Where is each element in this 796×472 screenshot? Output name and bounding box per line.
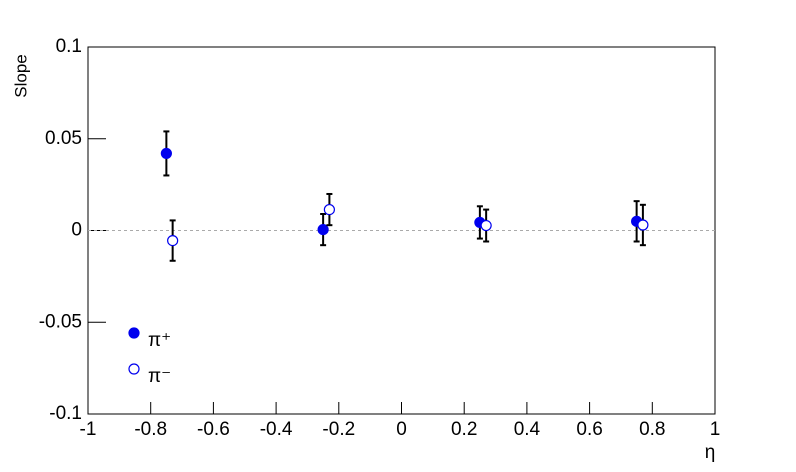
x-tick-label: 0.6	[576, 419, 602, 440]
legend-label: π⁺	[148, 330, 171, 351]
legend-marker	[128, 363, 140, 375]
y-tick-label: 0	[71, 220, 82, 241]
legend-label: π⁻	[148, 366, 171, 387]
x-tick-label: -0.8	[134, 419, 167, 440]
legend-marker	[128, 327, 140, 339]
point	[317, 223, 329, 236]
point	[167, 234, 179, 247]
x-tick-label: -0.2	[322, 419, 355, 440]
y-tick-label: 0.05	[45, 128, 82, 149]
y-tick-label: -0.1	[49, 403, 82, 424]
point	[637, 219, 649, 231]
x-tick-label: -0.6	[197, 419, 230, 440]
x-tick-label: 0.4	[514, 419, 541, 440]
y-tick-label: 0.1	[56, 36, 82, 57]
x-tick-label: -1	[80, 419, 97, 440]
x-axis-label: η	[705, 442, 716, 463]
y-axis-label: Slope	[11, 54, 30, 97]
y-tick-label: -0.05	[39, 311, 82, 332]
x-tick-label: 0	[396, 419, 407, 440]
point	[323, 203, 335, 216]
point	[480, 219, 492, 232]
x-tick-label: 0.8	[639, 419, 665, 440]
x-tick-label: -0.4	[260, 419, 293, 440]
x-tick-label: 0.2	[451, 419, 477, 440]
x-tick-label: 1	[710, 419, 721, 440]
point	[160, 147, 172, 160]
